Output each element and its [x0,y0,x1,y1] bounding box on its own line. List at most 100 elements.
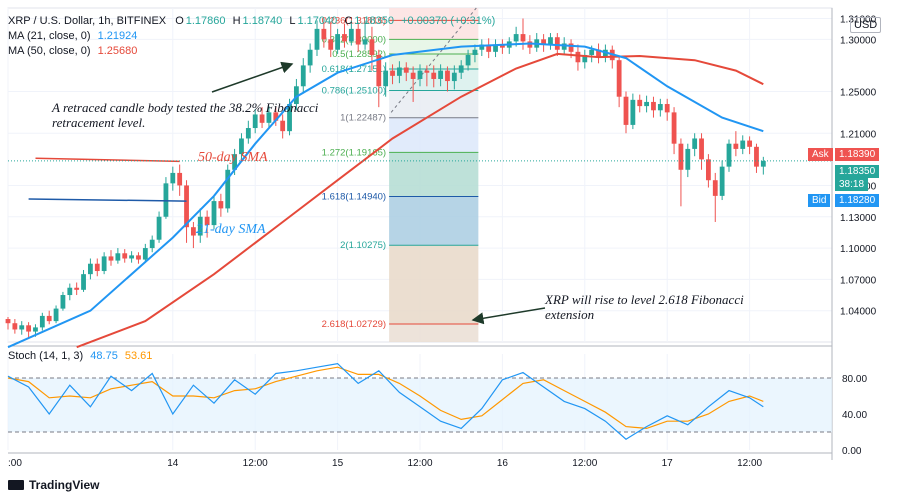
candle-body-105 [726,143,732,167]
candle-body-78 [541,39,547,45]
target-annotation: XRP will rise to level 2.618 Fibonacci e… [545,292,744,322]
candle-body-27 [190,227,196,236]
stoch-k-line [7,362,764,440]
candle-body-36 [252,114,258,129]
fib-label-9: 2.618(1.02729) [322,319,386,330]
ma21-label: MA (21, close, 0) [8,30,91,42]
bid-label: Bid [808,194,831,207]
stoch-tick-0: 80.00 [842,374,867,385]
candle-body-50 [348,28,354,42]
candle-body-45 [314,28,320,50]
currency-button[interactable]: USD [850,17,882,33]
candle-body-76 [527,41,533,48]
candles [5,18,766,338]
ma21-legend[interactable]: MA (21, close, 0) 1.21924 [8,30,137,42]
candle-body-48 [335,34,341,50]
candle-body-16 [115,253,121,261]
ma50-legend[interactable]: MA (50, close, 0) 1.25680 [8,45,137,57]
stoch-tick-1: 40.00 [842,410,867,421]
candle-body-55 [383,70,389,87]
candle-body-34 [239,138,244,155]
fib-label-6: 1.272(1.19165) [322,147,386,158]
candle-body-79 [548,37,553,45]
candle-body-12 [87,263,93,275]
tradingview-logo[interactable]: TradingView [8,478,99,492]
time-axis[interactable]: :00 14 12:00 15 12:00 16 12:00 17 12:00 [8,452,832,469]
candle-body-94 [651,101,656,111]
candle-body-71 [493,44,498,52]
candle-body-57 [396,67,402,76]
candle-body-7 [53,308,59,322]
candle-body-75 [520,34,526,42]
candle-body-74 [513,34,519,42]
candle-body-4 [33,327,38,332]
candle-body-100 [692,138,698,149]
candle-body-18 [129,255,135,259]
ma50-label: MA (50, close, 0) [8,45,91,57]
fib-label-4: 0.786(1.25100) [322,85,386,96]
change-value: +0.00370 (+0.31%) [401,15,496,27]
stoch-pane: 80.00 40.00 0.00 [7,362,867,457]
candle-body-108 [747,140,753,147]
stoch-d-value: 53.61 [124,350,153,362]
fib-label-2: 0.5(1.28592) [332,49,386,60]
fib-label-3: 0.618(1.27151) [322,64,386,75]
stoch-band [8,378,832,432]
candle-body-72 [499,44,505,48]
fib-zone-0 [389,20,479,40]
fib-label-8: 2(1.10275) [340,240,386,251]
time-tick-8: 12:00 [737,458,762,469]
sma21-annotation: 21-day SMA [196,222,266,237]
fib-zone-5 [389,117,479,153]
fib-label-0: 0.236(1.31816) [322,15,386,26]
candle-body-47 [328,39,334,50]
candle-body-39 [273,112,279,121]
candle-body-96 [664,104,670,113]
close-label: C [344,15,353,27]
candle-body-63 [438,70,444,79]
fib-zone-6 [389,152,479,197]
ask-label: Ask [808,148,833,161]
price-tick-3: 1.21000 [840,129,877,140]
stoch-tick-2: 0.00 [842,446,862,457]
candle-body-56 [390,70,395,76]
tradingview-icon [8,480,24,490]
candle-body-44 [307,49,313,66]
candle-body-102 [705,159,711,181]
candle-body-13 [94,263,100,272]
candle-body-21 [149,239,155,249]
candle-body-99 [685,148,691,170]
candle-body-101 [699,138,704,160]
candle-body-20 [142,248,148,260]
candle-body-3 [26,325,32,332]
candle-body-19 [136,255,141,260]
candle-body-65 [451,72,457,82]
price-tick-5: 1.13000 [840,213,877,224]
candle-body-49 [342,34,347,42]
candle-body-5 [39,315,45,328]
candle-body-61 [424,70,430,73]
price-tick-1: 1.30000 [840,35,877,46]
countdown: 38:18 [835,178,869,191]
candle-body-95 [657,104,663,111]
candle-body-46 [321,28,327,40]
stoch-legend[interactable]: Stoch (14, 1, 3) 48.75 53.61 [8,350,152,362]
candle-body-40 [280,120,286,132]
candle-body-110 [760,160,766,167]
candle-body-83 [575,51,581,63]
price-tick-6: 1.10000 [840,244,877,255]
time-tick-5: 16 [497,458,509,469]
candle-body-54 [376,54,382,87]
candle-body-66 [458,65,464,73]
price-tick-0: 1.31000 [840,14,877,25]
stoch-k-value: 48.75 [90,350,118,362]
candle-body-60 [417,70,423,79]
ma50-value: 1.25680 [97,45,138,57]
candle-body-15 [108,256,114,261]
retrace-arrow [211,61,294,93]
ma21-line [7,42,764,349]
candle-body-104 [719,166,725,196]
candle-body-68 [472,49,478,55]
last-price: 1.18350 [835,165,880,178]
